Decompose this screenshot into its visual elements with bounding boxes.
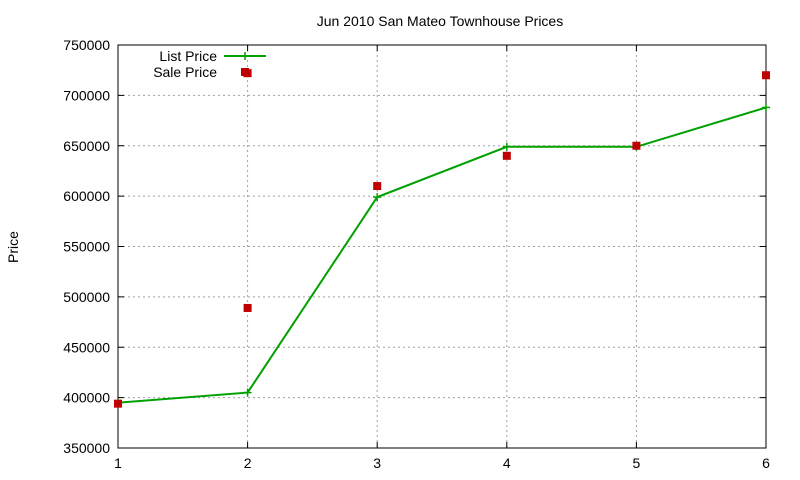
legend-marker-sale-price: [241, 68, 249, 76]
list-price-point: [762, 103, 770, 112]
legend-label-list-price: List Price: [159, 48, 217, 64]
sale-price-point: [373, 182, 382, 191]
sale-price-point: [632, 141, 641, 150]
axes-ticks: 350000 400000 450000 500000 550000 600000 6500…: [63, 37, 770, 471]
sale-price-point: [243, 303, 252, 312]
y-axis-label: Price: [5, 231, 21, 263]
list-price-point: [373, 193, 382, 202]
list-price-point: [243, 388, 252, 397]
x-tick-label: 4: [503, 455, 511, 471]
y-tick-label: 650000: [63, 138, 110, 154]
sale-price-point: [762, 71, 770, 80]
y-tick-label: 350000: [63, 440, 110, 456]
list-price-line: [117, 106, 767, 404]
legend-marker-list-price: [241, 52, 249, 60]
legend-label-sale-price: Sale Price: [153, 64, 217, 80]
series-layer: [114, 69, 770, 408]
y-tick-label: 550000: [63, 239, 110, 255]
x-tick-label: 6: [762, 455, 770, 471]
sale-price-point: [502, 151, 511, 160]
y-tick-label: 750000: [63, 37, 110, 53]
chart-title: Jun 2010 San Mateo Townhouse Prices: [317, 13, 563, 29]
y-tick-label: 600000: [63, 188, 110, 204]
y-tick-label: 450000: [63, 339, 110, 355]
sale-price-point: [114, 399, 122, 408]
x-tick-label: 3: [373, 455, 381, 471]
legend: List Price Sale Price: [153, 48, 266, 80]
x-tick-label: 5: [633, 455, 641, 471]
y-tick-label: 400000: [63, 390, 110, 406]
y-tick-label: 500000: [63, 289, 110, 305]
y-tick-label: 700000: [63, 87, 110, 103]
list-price-point: [502, 142, 511, 151]
x-tick-label: 2: [244, 455, 252, 471]
x-tick-label: 1: [114, 455, 122, 471]
grid-lines: [118, 45, 766, 448]
